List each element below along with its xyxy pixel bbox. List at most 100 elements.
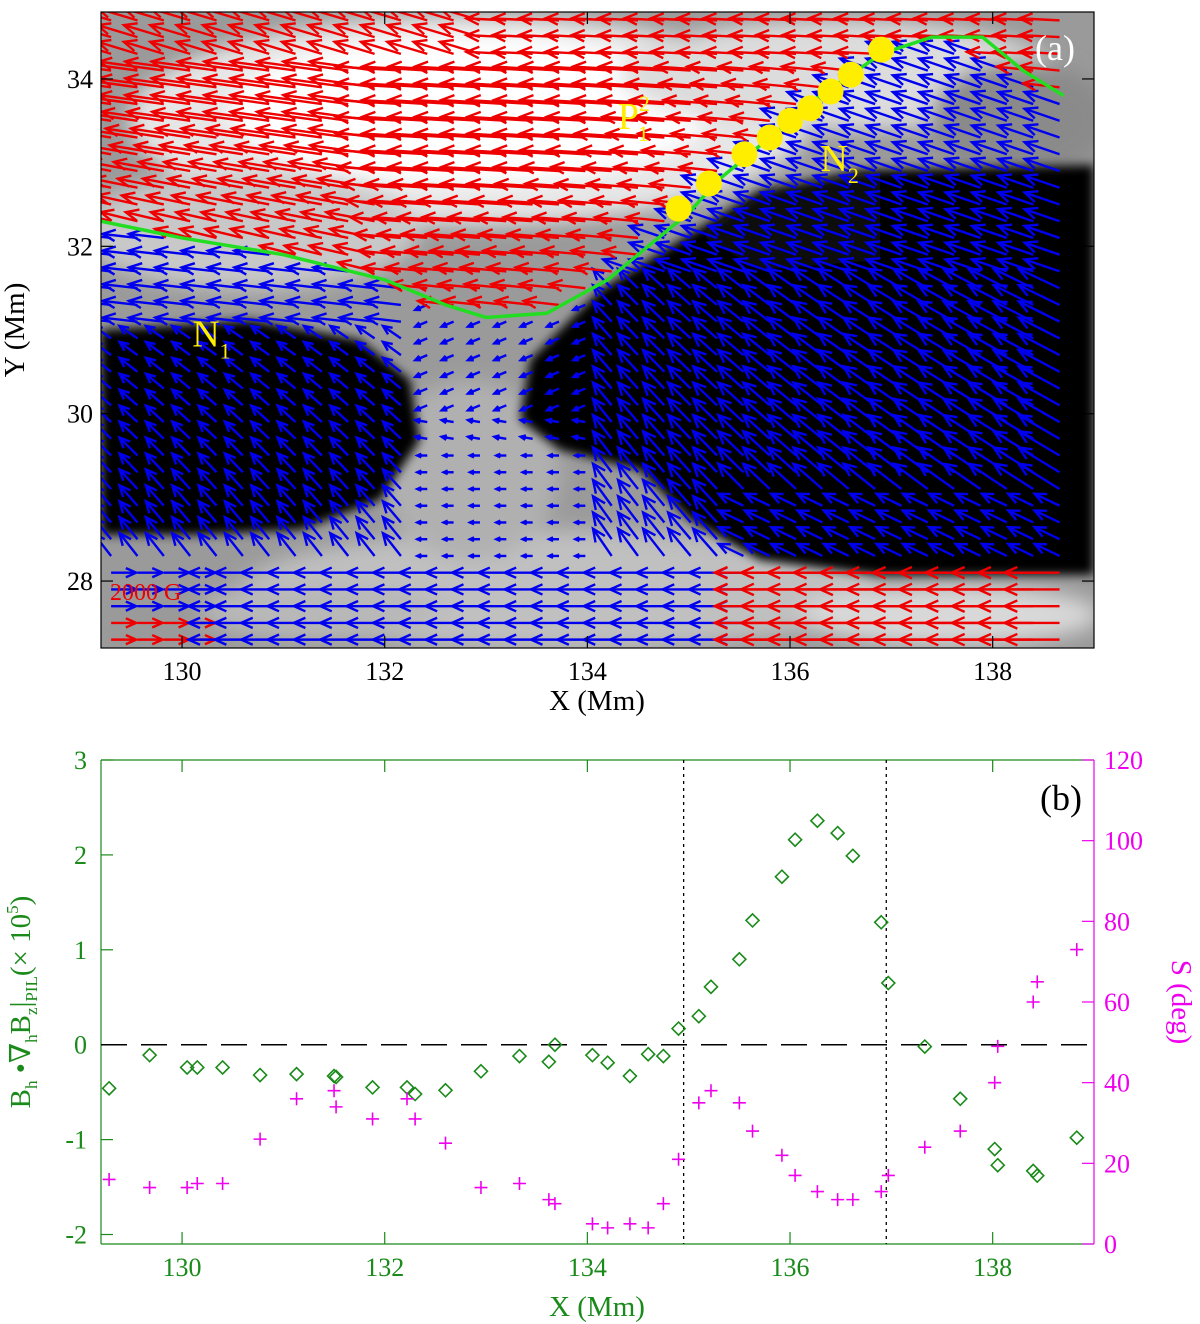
vector-arrow bbox=[1016, 364, 1061, 390]
diamond-marker bbox=[547, 1037, 563, 1053]
vector-arrow bbox=[396, 583, 428, 596]
vector-arrow bbox=[841, 397, 876, 424]
plus-marker bbox=[1030, 975, 1044, 989]
vector-arrow bbox=[125, 312, 164, 326]
vector-arrow bbox=[290, 633, 322, 646]
vector-arrow bbox=[283, 262, 323, 276]
vector-arrow bbox=[758, 256, 797, 273]
vector-arrow bbox=[784, 190, 823, 206]
vector-arrow bbox=[200, 22, 244, 39]
vector-arrow bbox=[169, 324, 191, 340]
vector-arrow bbox=[542, 261, 586, 276]
diamond-marker bbox=[774, 869, 790, 885]
vector-arrow bbox=[143, 371, 165, 390]
vector-arrow bbox=[742, 509, 771, 524]
vector-arrow bbox=[942, 256, 981, 273]
vector-arrow bbox=[380, 403, 402, 423]
vector-arrow bbox=[554, 599, 586, 613]
y-tick-label-left: 1 bbox=[74, 936, 87, 965]
vector-arrow bbox=[170, 435, 192, 457]
vector-arrow bbox=[275, 530, 297, 557]
vector-arrow bbox=[847, 509, 876, 524]
vector-arrow bbox=[572, 486, 586, 492]
y-tick-label-right: 60 bbox=[1104, 988, 1130, 1017]
vector-arrow bbox=[369, 566, 401, 579]
vector-arrow bbox=[465, 434, 481, 441]
vector-arrow bbox=[170, 514, 192, 540]
vector-arrow bbox=[633, 633, 665, 646]
vector-arrow bbox=[101, 134, 112, 139]
vector-arrow bbox=[926, 492, 955, 507]
diamond-marker bbox=[600, 1055, 616, 1071]
vector-arrow bbox=[640, 331, 666, 356]
vector-arrow bbox=[580, 633, 612, 646]
vector-arrow bbox=[619, 194, 665, 209]
vector-arrow bbox=[449, 616, 480, 630]
vector-arrow bbox=[101, 312, 138, 326]
vector-arrow bbox=[530, 211, 586, 225]
vector-arrow bbox=[676, 161, 718, 176]
vector-arrow bbox=[152, 262, 191, 276]
vector-arrow bbox=[170, 530, 192, 557]
vector-arrow bbox=[173, 22, 217, 39]
vector-arrow bbox=[343, 633, 375, 646]
vector-arrow bbox=[726, 45, 770, 60]
vector-arrow bbox=[816, 397, 850, 424]
vector-arrow bbox=[690, 267, 718, 290]
vector-arrow bbox=[691, 412, 718, 440]
vector-arrow bbox=[438, 337, 455, 345]
vector-arrow bbox=[616, 396, 639, 423]
vector-arrow bbox=[111, 600, 140, 612]
vector-arrow bbox=[847, 525, 876, 541]
vector-arrow bbox=[715, 299, 745, 323]
vector-arrow bbox=[196, 530, 218, 557]
vector-arrow bbox=[640, 283, 666, 306]
plus-marker bbox=[601, 1221, 615, 1235]
vector-arrow bbox=[790, 299, 824, 323]
vector-arrow bbox=[790, 332, 824, 357]
vector-arrow bbox=[496, 194, 560, 209]
vector-arrow bbox=[1005, 492, 1034, 507]
vector-arrow bbox=[196, 340, 218, 357]
vector-arrow bbox=[599, 110, 665, 125]
vector-arrow bbox=[331, 38, 375, 55]
panel-a-xlabel: X (Mm) bbox=[549, 685, 645, 717]
vector-arrow bbox=[753, 45, 797, 60]
vector-arrow bbox=[690, 283, 718, 306]
vector-arrow bbox=[916, 123, 955, 139]
diamond-marker bbox=[364, 1079, 381, 1096]
vector-arrow bbox=[811, 123, 850, 139]
vector-arrow bbox=[568, 28, 612, 43]
vector-arrow bbox=[715, 525, 744, 541]
vector-arrow bbox=[331, 22, 375, 39]
vector-arrow bbox=[765, 283, 797, 306]
vector-arrow bbox=[126, 12, 165, 22]
vector-arrow bbox=[691, 526, 718, 557]
vector-arrow bbox=[816, 364, 850, 390]
vector-arrow bbox=[884, 12, 928, 26]
vector-arrow bbox=[942, 72, 981, 89]
vector-arrow bbox=[690, 331, 718, 357]
plus-marker bbox=[732, 1096, 746, 1110]
vector-arrow bbox=[715, 60, 770, 75]
vector-arrow bbox=[941, 283, 982, 306]
vector-arrow bbox=[305, 22, 349, 39]
vector-arrow bbox=[101, 228, 138, 243]
vector-arrow bbox=[222, 483, 244, 507]
vector-arrow bbox=[275, 387, 297, 407]
vector-arrow bbox=[449, 599, 480, 613]
vector-arrow bbox=[641, 493, 666, 524]
vector-arrow bbox=[837, 106, 876, 122]
vector-arrow bbox=[381, 514, 402, 540]
vector-arrow bbox=[890, 256, 929, 273]
vector-arrow bbox=[327, 371, 349, 390]
vector-arrow bbox=[328, 530, 350, 557]
vector-arrow bbox=[633, 566, 665, 579]
vector-arrow bbox=[765, 267, 797, 290]
vector-arrow bbox=[641, 526, 666, 557]
vector-arrow bbox=[519, 536, 533, 543]
vector-arrow bbox=[467, 502, 480, 509]
vector-arrow bbox=[805, 12, 849, 26]
vector-arrow bbox=[143, 419, 165, 440]
vector-arrow bbox=[884, 28, 928, 43]
